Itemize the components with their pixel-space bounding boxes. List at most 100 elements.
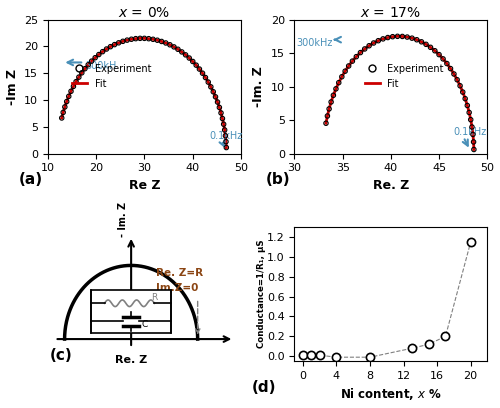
Point xyxy=(222,138,230,145)
Text: (c): (c) xyxy=(50,348,72,363)
Point xyxy=(426,44,434,51)
Point xyxy=(316,352,324,359)
Point xyxy=(61,104,69,110)
Point xyxy=(388,33,396,40)
Point xyxy=(75,74,83,80)
Text: - Im. Z: - Im. Z xyxy=(118,202,128,237)
Point xyxy=(182,51,190,58)
Point xyxy=(144,35,152,42)
Point xyxy=(348,58,356,64)
Point xyxy=(220,121,228,127)
Y-axis label: Conductance=1/R₁, μS: Conductance=1/R₁, μS xyxy=(256,240,266,348)
Point xyxy=(158,38,166,45)
Point xyxy=(344,63,352,69)
Point xyxy=(207,84,215,90)
Point xyxy=(322,120,330,126)
Point xyxy=(370,40,378,46)
Point xyxy=(469,131,477,137)
Point xyxy=(222,144,230,151)
Point xyxy=(102,46,110,52)
Bar xyxy=(91,290,171,333)
Point xyxy=(220,127,228,133)
Point xyxy=(70,83,78,90)
Title: $x$ = 0%: $x$ = 0% xyxy=(118,6,171,20)
Title: $x$ = 17%: $x$ = 17% xyxy=(360,6,422,20)
Point xyxy=(435,51,443,58)
Point xyxy=(324,113,332,119)
Point xyxy=(450,71,458,77)
Point xyxy=(84,62,92,68)
Point xyxy=(408,35,416,42)
Point xyxy=(128,36,136,42)
Point xyxy=(162,40,170,46)
Point xyxy=(204,79,212,85)
X-axis label: Re Z: Re Z xyxy=(128,179,160,192)
Point xyxy=(192,62,200,69)
Point xyxy=(140,35,148,42)
Point xyxy=(299,352,307,359)
Point xyxy=(327,99,335,105)
Text: 300kH: 300kH xyxy=(86,61,117,71)
Point xyxy=(95,51,103,58)
Point xyxy=(439,55,447,62)
Y-axis label: -Im Z: -Im Z xyxy=(6,69,18,104)
Point xyxy=(216,104,224,111)
Point xyxy=(166,42,174,48)
X-axis label: Re. Z: Re. Z xyxy=(373,179,409,192)
Point xyxy=(374,38,382,44)
Text: R: R xyxy=(151,293,158,302)
Point xyxy=(210,89,218,95)
Point xyxy=(81,65,89,72)
Point xyxy=(78,69,86,76)
Legend: Experiment, Fit: Experiment, Fit xyxy=(361,60,448,93)
Point xyxy=(335,80,343,86)
Point xyxy=(352,53,360,60)
Text: Re. Z: Re. Z xyxy=(115,355,148,365)
Point xyxy=(394,33,402,40)
Point xyxy=(119,38,127,44)
Point xyxy=(189,58,197,65)
Point xyxy=(198,70,206,76)
Point xyxy=(178,49,186,55)
Point xyxy=(456,82,464,89)
Point xyxy=(98,49,106,55)
Point xyxy=(185,55,193,61)
Legend: Experiment, Fit: Experiment, Fit xyxy=(68,60,155,93)
Point xyxy=(222,133,230,139)
Point xyxy=(360,46,368,52)
X-axis label: Ni content, $x$ %: Ni content, $x$ % xyxy=(340,386,442,402)
Text: C: C xyxy=(141,320,148,329)
Point xyxy=(196,66,203,72)
Point xyxy=(308,352,316,359)
Point xyxy=(366,354,374,360)
Point xyxy=(338,73,346,80)
Point xyxy=(379,35,387,42)
Point xyxy=(470,146,478,153)
Point xyxy=(459,89,467,95)
Point xyxy=(212,93,220,100)
Text: 300kHz: 300kHz xyxy=(296,38,333,49)
Point xyxy=(174,46,182,53)
Point xyxy=(330,92,338,99)
Point xyxy=(72,78,80,85)
Point xyxy=(468,124,476,130)
Point xyxy=(461,95,469,102)
Point xyxy=(154,37,162,44)
Point xyxy=(422,41,430,48)
Point xyxy=(202,74,209,81)
Point xyxy=(356,49,364,56)
Point xyxy=(470,139,478,145)
Point xyxy=(62,98,70,105)
Text: Re. Z=R: Re. Z=R xyxy=(156,268,204,279)
Point xyxy=(88,58,96,64)
Point xyxy=(403,34,411,40)
Point xyxy=(58,115,66,121)
Point xyxy=(214,99,222,105)
Point xyxy=(332,354,340,360)
Point xyxy=(465,109,473,116)
Point xyxy=(325,106,333,112)
Point xyxy=(106,43,114,50)
Point xyxy=(413,36,421,43)
Point xyxy=(365,42,373,49)
Point xyxy=(431,47,439,54)
